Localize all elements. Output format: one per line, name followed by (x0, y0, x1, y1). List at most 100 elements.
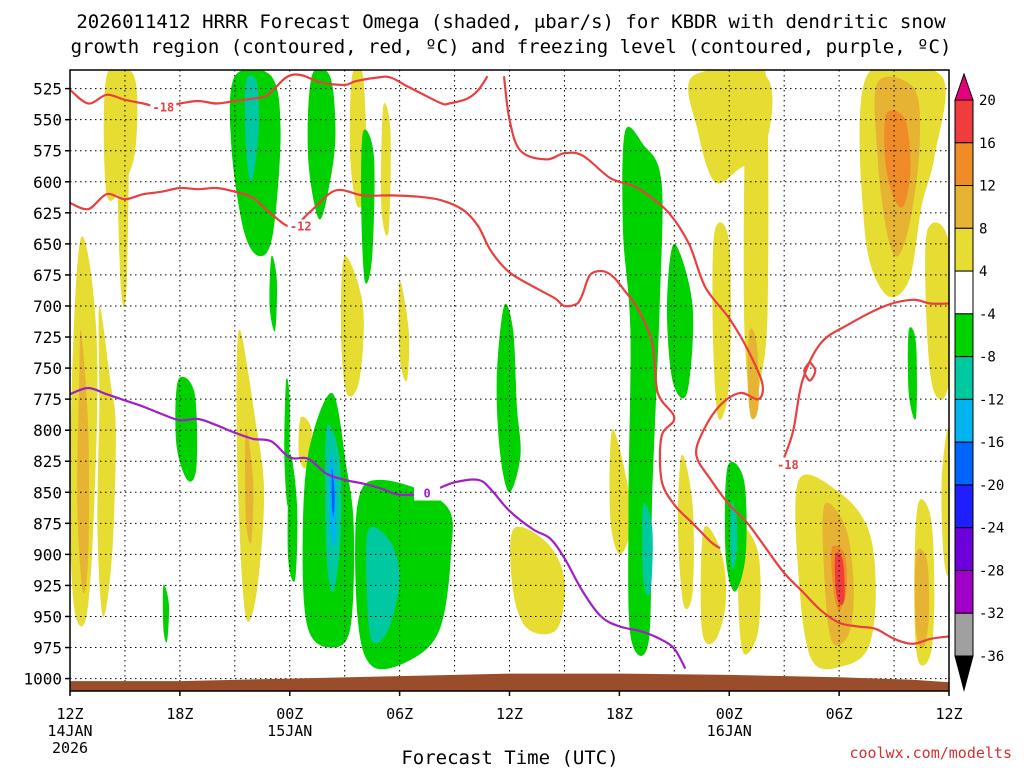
omega-region-48 (496, 303, 521, 493)
colorbar-bin-9 (954, 484, 974, 529)
y-tick-label-875: 875 (33, 514, 62, 533)
omega-region-45 (331, 467, 335, 518)
y-tick-label-575: 575 (33, 142, 62, 161)
colorbar-label-5: -4 (979, 307, 996, 323)
x-tick-label-0: 12Z (56, 705, 83, 723)
x-tick-date-0: 14JAN (47, 722, 92, 740)
y-axis: 525 550 575 600 625 650 675 700 725 750 775 800 825 8… (23, 80, 70, 689)
y-tick-label-700: 700 (33, 297, 62, 316)
colorbar-bin-0 (954, 99, 974, 144)
contour-label-5: 0 (423, 487, 430, 501)
omega-region-36 (361, 129, 375, 284)
contour-layer: -18 -18 -12 0 (70, 73, 949, 670)
y-tick-label-675: 675 (33, 266, 62, 285)
x-tick-date-6: 16JAN (707, 722, 752, 740)
omega-region-16 (700, 526, 727, 645)
x-tick-label-4: 12Z (496, 705, 523, 723)
colorbar-bin-1 (954, 142, 974, 187)
plot-area: -18 -18 -12 0 (69, 69, 950, 692)
colorbar-label-7: -12 (979, 392, 1004, 408)
omega-region-34 (244, 75, 260, 182)
credit-link[interactable]: coolwx.com/modelts (849, 744, 1012, 762)
grid-layer (70, 70, 949, 691)
colorbar-label-12: -32 (979, 606, 1004, 622)
colorbar-bin-3 (954, 227, 974, 272)
chart-title-line-1: 2026011412 HRRR Forecast Omega (shaded, … (76, 11, 946, 33)
y-tick-label-650: 650 (33, 235, 62, 254)
colorbar-bin-7 (954, 398, 974, 443)
omega-region-39 (162, 584, 170, 643)
omega-region-6 (245, 429, 254, 544)
omega-region-31 (925, 222, 949, 400)
colorbar-bin-12 (954, 612, 974, 657)
colorbar-bin-6 (954, 356, 974, 400)
omega-region-1 (77, 329, 90, 594)
colorbar-bin-4 (954, 270, 974, 315)
colorbar-label-11: -28 (979, 563, 1004, 579)
colorbar-label-0: 20 (979, 93, 996, 109)
colorbar-label-8: -16 (979, 435, 1004, 451)
contour-label-4: -12 (290, 219, 312, 233)
colorbar-bin-11 (954, 569, 974, 614)
contour-label-0: -18 (153, 100, 175, 114)
omega-region-26 (884, 110, 911, 208)
y-tick-label-775: 775 (33, 390, 62, 409)
omega-region-13 (510, 526, 565, 635)
contour-label-bg-4 (287, 219, 314, 234)
colorbar-label-3: 8 (979, 221, 987, 237)
y-tick-label-525: 525 (33, 80, 62, 99)
y-tick-label-950: 950 (33, 607, 62, 626)
colorbar-label-10: -24 (979, 521, 1004, 537)
contour-label-bg-5 (414, 486, 441, 501)
colorbar-bin-2 (954, 185, 974, 229)
x-tick-label-3: 06Z (386, 705, 413, 723)
omega-region-40 (284, 377, 290, 506)
omega-region-27 (743, 70, 769, 410)
colorbar-bin-5 (954, 313, 974, 358)
y-tick-label-900: 900 (33, 545, 62, 564)
omega-region-9 (340, 255, 364, 397)
y-tick-label-975: 975 (33, 639, 62, 658)
x-tick-label-8: 12Z (935, 705, 962, 723)
colorbar-label-6: -8 (979, 350, 996, 366)
omega-shading-layer (70, 70, 949, 670)
x-tick-label-2: 00Z (276, 705, 303, 723)
omega-region-47 (365, 526, 400, 644)
contour--18-2 (783, 298, 949, 458)
colorbar-label-4: 4 (979, 264, 987, 280)
contour-label-bg-0 (150, 100, 177, 115)
y-tick-label-825: 825 (33, 452, 62, 471)
y-tick-label-600: 600 (33, 173, 62, 192)
colorbar-label-13: -36 (979, 649, 1004, 665)
y-tick-label-800: 800 (33, 421, 62, 440)
omega-region-15 (677, 454, 694, 610)
colorbar: 20 16 12 8 4 -4 -8 -12 -16 -20 -24 -28 -32 -36 (954, 72, 1004, 692)
omega-region-53 (730, 501, 738, 570)
contour--18-0 (70, 73, 489, 109)
x-tick-year-0: 2026 (52, 739, 88, 757)
contour-label-bg-1 (774, 457, 801, 472)
x-tick-label-5: 18Z (606, 705, 633, 723)
contour-0-5 (70, 386, 687, 670)
omega-region-49 (622, 126, 663, 657)
contour--12-4 (70, 186, 721, 550)
terrain-layer (70, 673, 949, 691)
omega-region-35 (307, 70, 336, 220)
colorbar-bin-10 (954, 527, 974, 571)
omega-region-51 (666, 243, 694, 399)
chart-title-line-2: growth region (contoured, red, ºC) and f… (71, 36, 952, 58)
y-tick-label-925: 925 (33, 576, 62, 595)
colorbar-label-1: 16 (979, 136, 996, 152)
x-tick-label-6: 00Z (716, 705, 743, 723)
y-tick-label-750: 750 (33, 359, 62, 378)
omega-region-19 (712, 222, 731, 420)
y-tick-label-550: 550 (33, 111, 62, 130)
colorbar-label-2: 12 (979, 179, 996, 195)
contour--18-1 (502, 76, 949, 645)
x-tick-date-2: 15JAN (267, 722, 312, 740)
omega-region-2 (97, 305, 116, 617)
x-tick-label-7: 06Z (826, 705, 853, 723)
omega-region-50 (642, 502, 653, 596)
